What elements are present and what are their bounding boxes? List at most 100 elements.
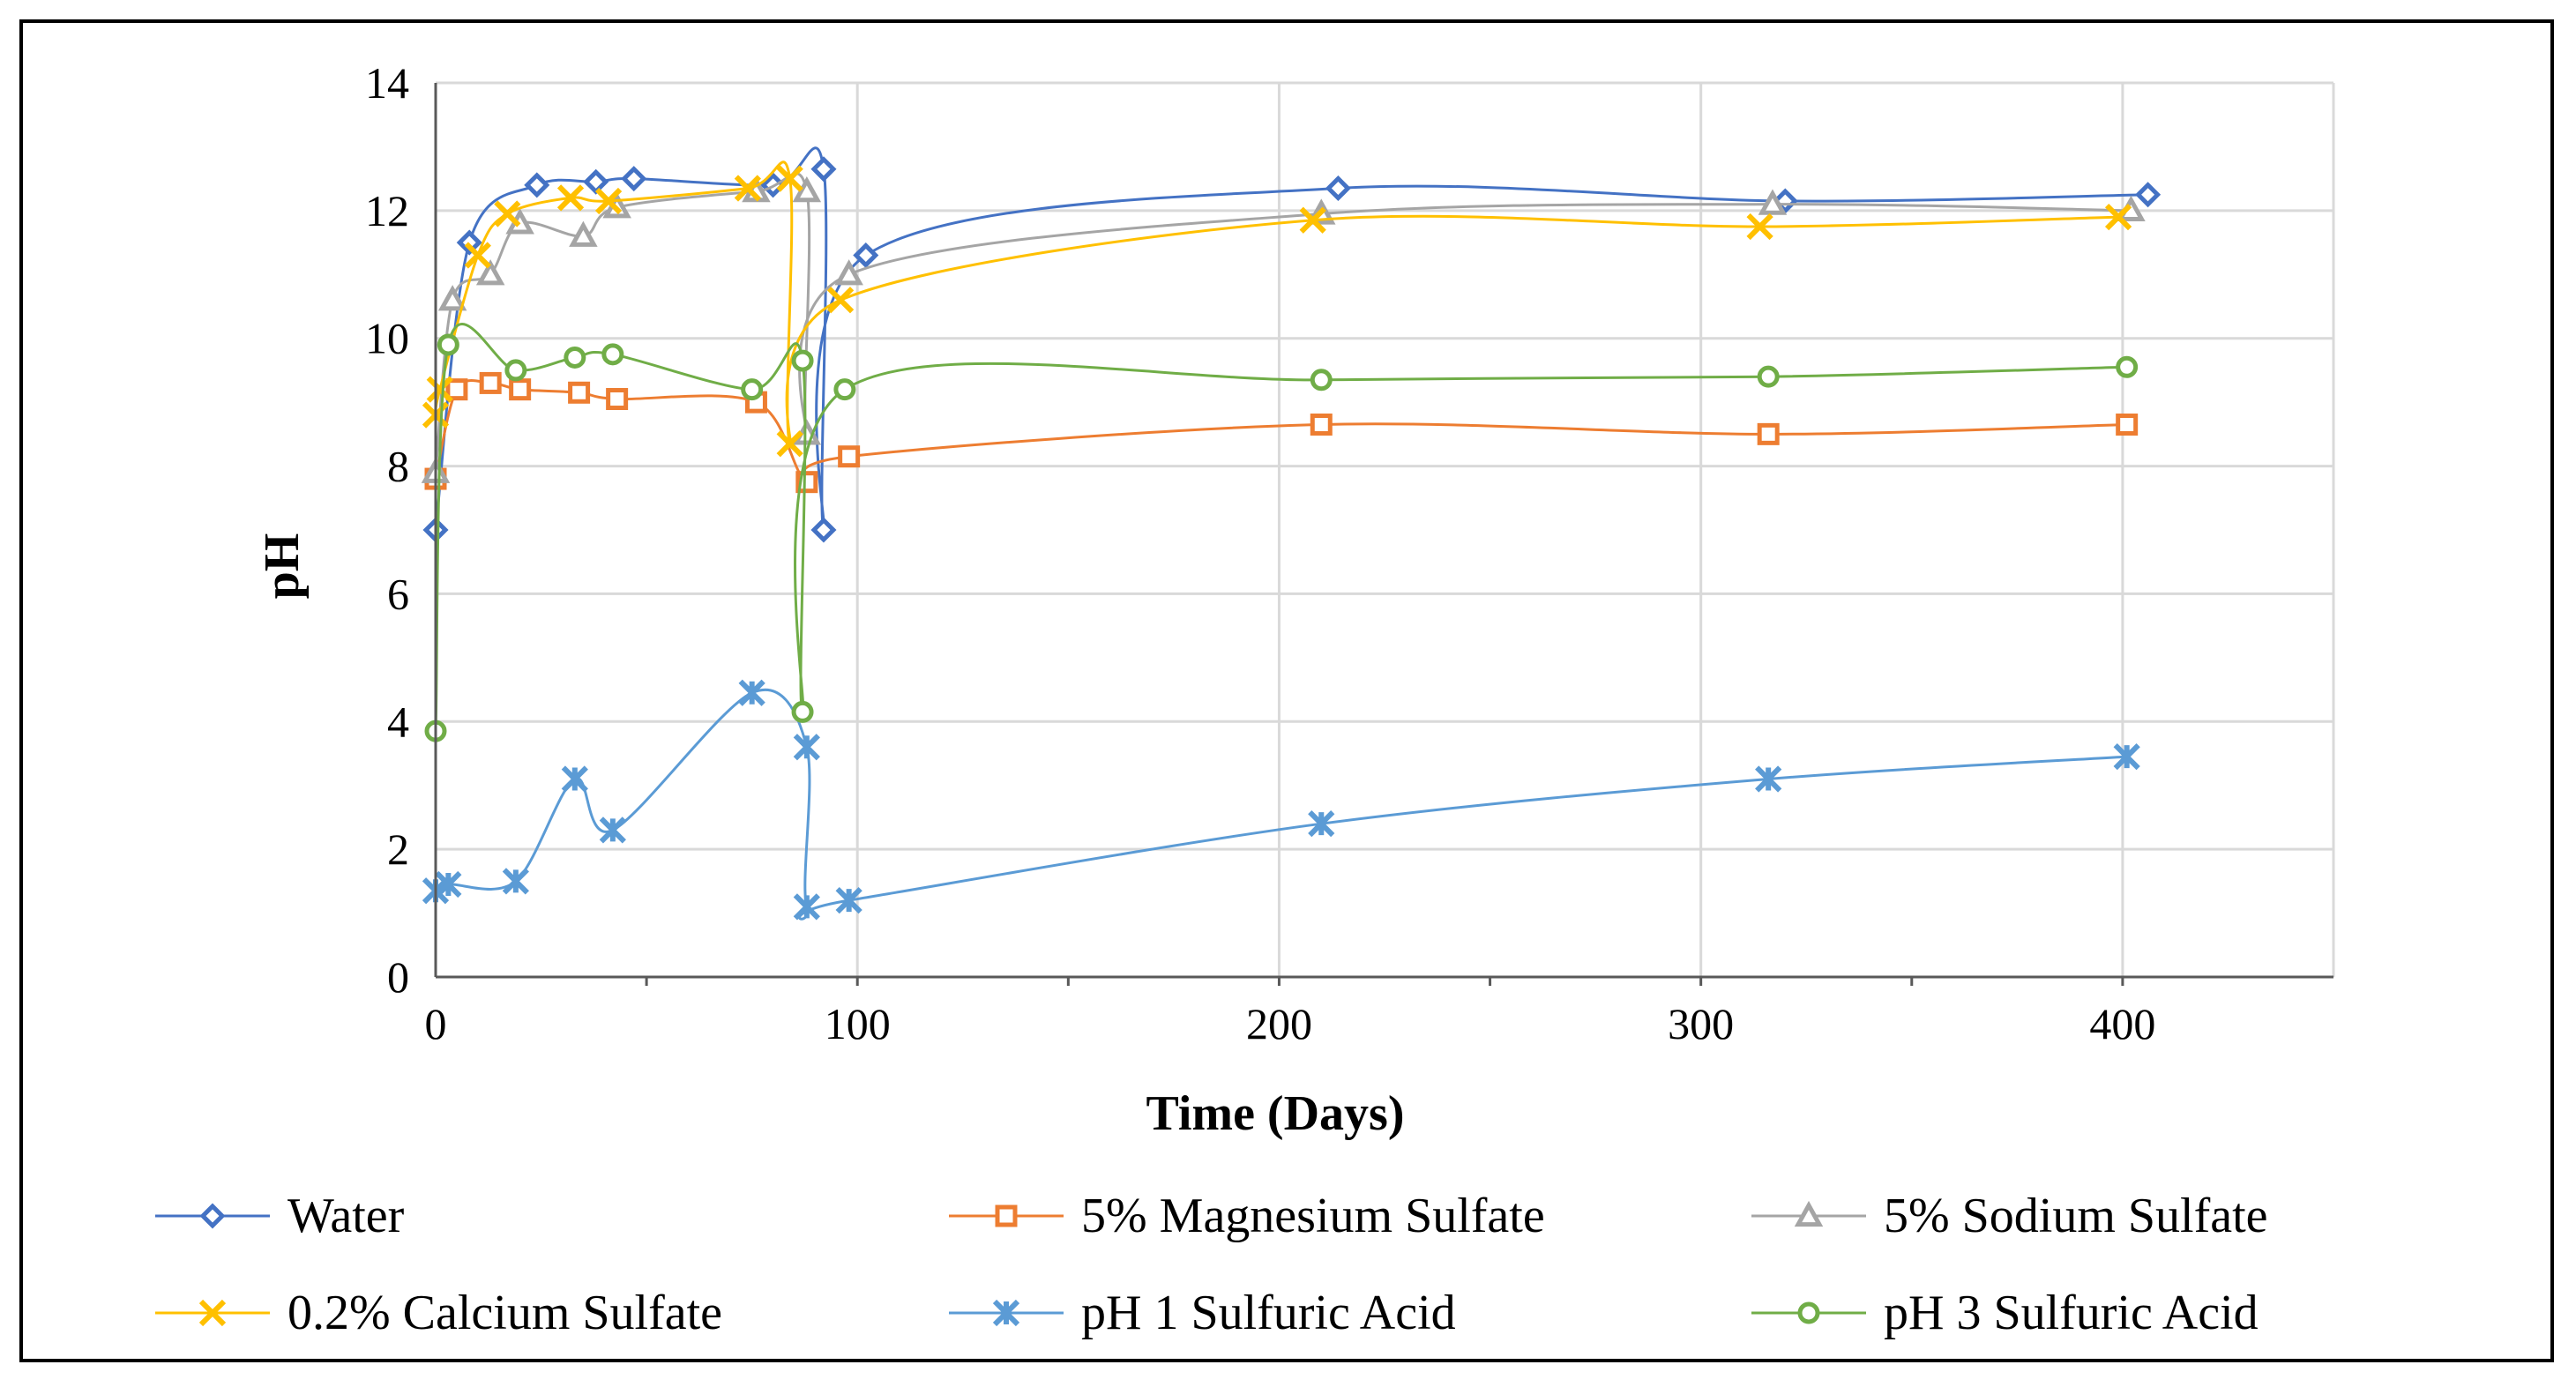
data-point <box>1758 189 1788 215</box>
data-point <box>776 165 803 192</box>
data-point <box>1299 206 1326 234</box>
data-point <box>2113 742 2140 771</box>
legend-item: 5% Magnesium Sulfate <box>949 1189 1545 1243</box>
legend-label: 5% Magnesium Sulfate <box>1081 1189 1545 1243</box>
legend-marker <box>1797 1301 1820 1324</box>
series-line <box>434 172 2132 473</box>
y-tick-label: 0 <box>387 952 409 1002</box>
legend-marker <box>198 1299 227 1327</box>
x-tick-label: 300 <box>1668 999 1734 1048</box>
data-point <box>1325 175 1351 202</box>
data-point <box>475 259 505 286</box>
data-point <box>793 734 820 761</box>
data-point <box>621 166 647 192</box>
data-point <box>502 868 529 895</box>
data-point <box>464 242 491 269</box>
data-point <box>435 870 462 899</box>
data-point <box>741 378 764 401</box>
data-point <box>1308 810 1335 838</box>
data-point <box>1757 422 1780 445</box>
series-line <box>435 688 2127 921</box>
y-axis-title: pH <box>255 533 310 600</box>
data-point <box>569 220 598 247</box>
data-point <box>838 445 861 468</box>
x-axis-title: Time (Days) <box>1146 1086 1405 1141</box>
data-point <box>456 229 482 256</box>
chart: 0 2 4 6 8 10 12 14 0 100 200 300 400 Time (Days) pH … <box>155 58 2335 1340</box>
series-5 <box>424 323 2139 742</box>
data-point <box>834 259 863 286</box>
data-point <box>776 430 803 458</box>
data-point <box>853 242 879 269</box>
data-point <box>437 333 459 356</box>
y-tick-label: 12 <box>365 186 409 235</box>
data-point <box>826 287 855 314</box>
legend-item: Water <box>155 1189 405 1243</box>
data-point <box>509 378 532 401</box>
y-tick-label: 2 <box>387 824 409 874</box>
data-point <box>556 184 585 212</box>
data-point <box>599 817 626 844</box>
data-point <box>810 517 837 543</box>
data-point <box>835 886 862 914</box>
data-point <box>1755 765 1782 793</box>
legend-label: pH 3 Sulfuric Acid <box>1884 1286 2259 1340</box>
y-tick-label: 10 <box>365 314 409 363</box>
data-point <box>810 156 837 183</box>
data-point <box>606 388 629 411</box>
data-point <box>738 679 765 706</box>
legend-item: pH 1 Sulfuric Acid <box>949 1286 1456 1340</box>
x-tick-label: 0 <box>425 999 447 1048</box>
data-point <box>426 376 453 403</box>
legend: Water 5% Magnesium Sulfate 5% Sodium Sulfa… <box>155 1189 2268 1340</box>
data-point <box>1757 365 1780 388</box>
legend-label: 5% Sodium Sulfate <box>1884 1189 2268 1243</box>
data-point <box>445 378 468 401</box>
plot-series <box>421 146 2162 921</box>
y-tick-label: 4 <box>387 697 409 746</box>
data-point <box>792 175 822 203</box>
data-point <box>564 346 586 369</box>
legend-marker <box>199 1203 226 1229</box>
data-point <box>568 381 591 404</box>
data-point <box>1310 369 1333 391</box>
y-tick-label: 14 <box>365 58 409 108</box>
data-point <box>793 893 820 921</box>
data-point <box>734 175 762 202</box>
data-point <box>583 168 609 195</box>
data-point <box>1746 213 1773 241</box>
data-point <box>791 700 814 723</box>
series-3 <box>422 160 2132 458</box>
series-1 <box>424 371 2139 494</box>
data-point <box>791 349 814 372</box>
series-4 <box>422 679 2140 921</box>
data-point <box>2116 413 2139 436</box>
data-point <box>2104 203 2132 231</box>
data-point <box>601 343 624 366</box>
legend-item: 5% Sodium Sulfate <box>1751 1189 2268 1243</box>
legend-label: pH 1 Sulfuric Acid <box>1081 1286 1456 1340</box>
y-tick-label: 6 <box>387 569 409 618</box>
data-point <box>561 765 588 793</box>
series-0 <box>422 146 2162 543</box>
x-tick-label: 200 <box>1246 999 1312 1048</box>
legend-label: Water <box>287 1189 405 1243</box>
legend-item: 0.2% Calcium Sulfate <box>155 1286 722 1340</box>
data-point <box>479 371 502 394</box>
chart-frame: 0 2 4 6 8 10 12 14 0 100 200 300 400 Time (Days) pH … <box>19 19 2554 1362</box>
series-line <box>434 323 2127 732</box>
series-line <box>434 379 2127 486</box>
x-tick-label: 400 <box>2089 999 2155 1048</box>
data-point <box>833 378 856 401</box>
x-tick-label: 100 <box>825 999 891 1048</box>
data-point <box>494 200 521 227</box>
data-point <box>437 285 467 311</box>
series-2 <box>421 172 2146 483</box>
legend-marker <box>1794 1200 1824 1227</box>
data-point <box>2116 355 2139 378</box>
legend-marker <box>992 1299 1020 1327</box>
legend-item: pH 3 Sulfuric Acid <box>1751 1286 2259 1340</box>
data-point <box>504 359 527 382</box>
grid <box>434 81 2335 979</box>
data-point <box>1310 413 1333 436</box>
